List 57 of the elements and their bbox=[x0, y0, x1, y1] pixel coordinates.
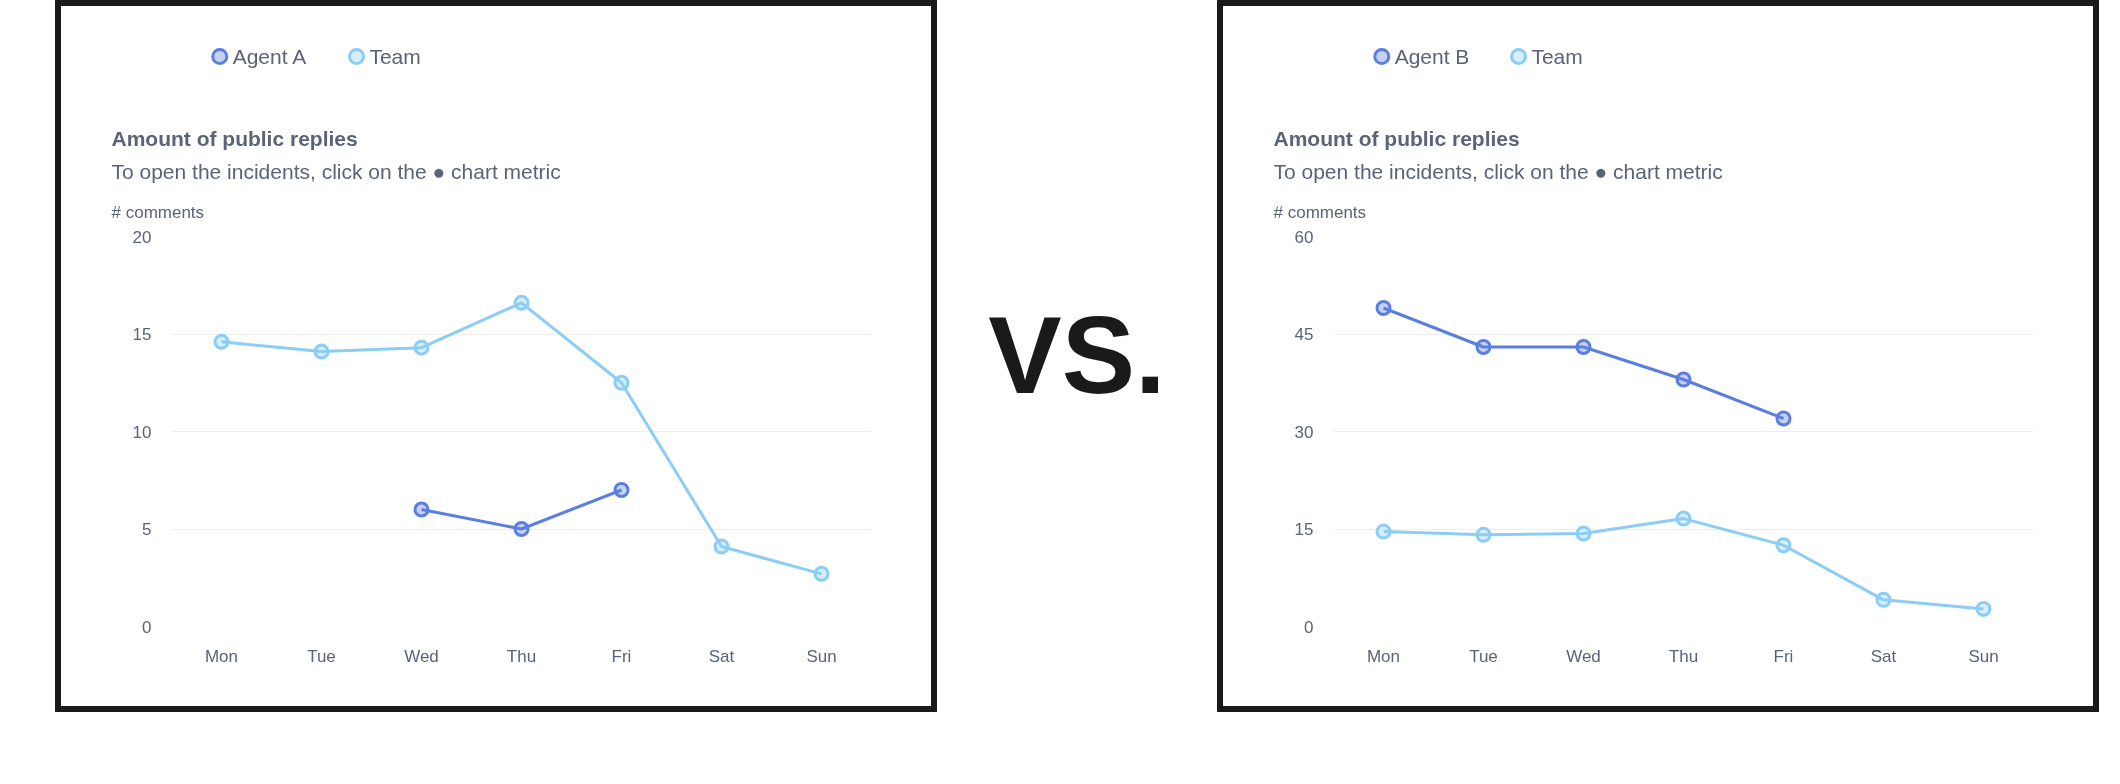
x-tick-label: Sun bbox=[1968, 646, 1999, 666]
y-tick-label: 0 bbox=[142, 617, 152, 637]
point bbox=[413, 339, 430, 356]
x-tick-label: Wed bbox=[404, 646, 439, 666]
x-tick-label: Thu bbox=[506, 646, 537, 666]
x-tick-label: Sun bbox=[806, 646, 837, 666]
point bbox=[513, 521, 530, 537]
x-tick-label: Sat bbox=[708, 646, 735, 666]
x-tick-label: Fri bbox=[1773, 646, 1794, 666]
legend-label: Team bbox=[369, 45, 421, 68]
y-tick-label: 20 bbox=[132, 227, 152, 247]
x-tick-label: Mon bbox=[204, 646, 239, 666]
point bbox=[1475, 339, 1492, 355]
point bbox=[1675, 510, 1692, 527]
legend-label: Team bbox=[1531, 45, 1583, 68]
point bbox=[1675, 371, 1692, 388]
point bbox=[513, 294, 530, 311]
point bbox=[1375, 300, 1392, 316]
point bbox=[813, 565, 830, 582]
point bbox=[1375, 523, 1392, 540]
x-tick-label: Tue bbox=[1469, 646, 1498, 666]
y-axis-title: # comments bbox=[111, 202, 205, 222]
text: VS. bbox=[988, 292, 1166, 419]
x-tick-label: Sat bbox=[1870, 646, 1897, 666]
chart-title: Amount of public replies bbox=[1273, 126, 1520, 150]
x-tick-label: Mon bbox=[1366, 646, 1401, 666]
y-tick-label: 0 bbox=[1304, 617, 1314, 637]
point bbox=[713, 538, 730, 555]
legend-label: Agent A bbox=[232, 45, 307, 68]
x-tick-label: Wed bbox=[1566, 646, 1601, 666]
point bbox=[413, 501, 430, 518]
point bbox=[1575, 339, 1592, 355]
point bbox=[613, 374, 630, 391]
x-tick-label: Thu bbox=[1668, 646, 1699, 666]
y-tick-label: 5 bbox=[142, 520, 152, 539]
x-tick-label: Fri bbox=[611, 646, 632, 666]
point bbox=[613, 482, 630, 498]
y-tick-label: 45 bbox=[1294, 325, 1314, 344]
point bbox=[1475, 526, 1492, 543]
point bbox=[1975, 600, 1992, 617]
point bbox=[1575, 525, 1592, 542]
chart-subtitle: To open the incidents, click on the ● chart metric bbox=[111, 159, 561, 183]
point bbox=[213, 333, 230, 350]
y-tick-label: 10 bbox=[132, 422, 152, 442]
y-tick-label: 60 bbox=[1294, 227, 1314, 247]
x-tick-label: Tue bbox=[307, 646, 336, 666]
y-tick-label: 15 bbox=[1294, 520, 1314, 539]
y-tick-label: 30 bbox=[1294, 422, 1314, 442]
point bbox=[1775, 537, 1792, 554]
legend-label: Agent B bbox=[1394, 45, 1470, 68]
y-tick-label: 15 bbox=[132, 325, 152, 344]
chart-title: Amount of public replies bbox=[111, 126, 358, 150]
point bbox=[1875, 591, 1892, 608]
chart-subtitle: To open the incidents, click on the ● chart metric bbox=[1273, 159, 1723, 183]
y-axis-title: # comments bbox=[1273, 202, 1367, 222]
point bbox=[313, 343, 330, 360]
point bbox=[1775, 410, 1792, 427]
